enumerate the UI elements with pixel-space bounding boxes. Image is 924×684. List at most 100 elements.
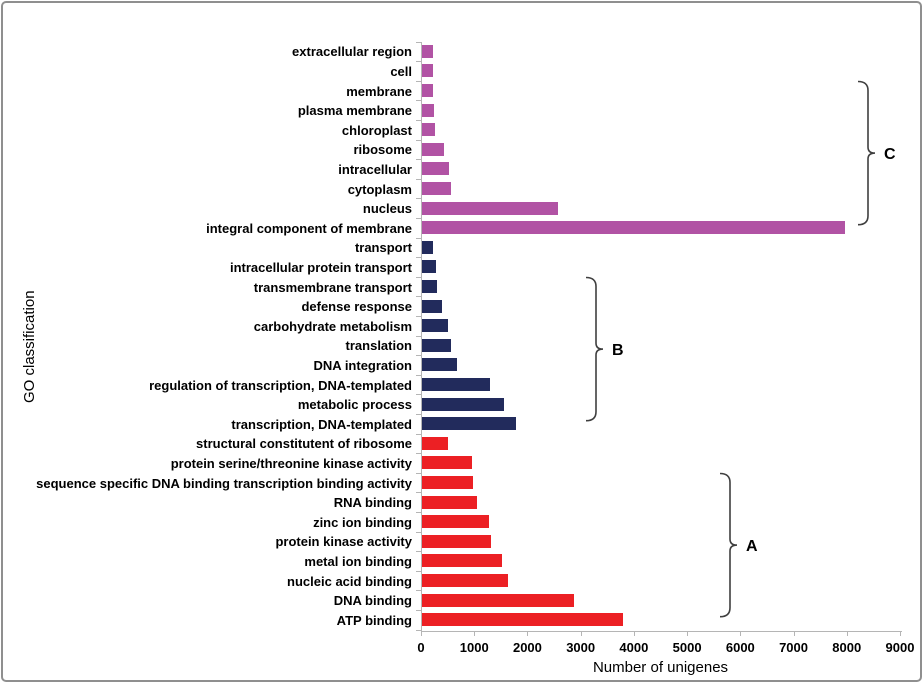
- group-bracket-label: B: [612, 342, 624, 359]
- category-label: transcription, DNA-templated: [231, 416, 412, 432]
- bar: [422, 593, 575, 607]
- y-tick-mark: [416, 570, 421, 572]
- bar: [422, 64, 433, 78]
- bar: [422, 299, 442, 313]
- category-label: metabolic process: [297, 397, 412, 413]
- x-tick-mark: [846, 630, 848, 636]
- y-tick-mark: [416, 551, 421, 553]
- y-tick-mark: [416, 374, 421, 376]
- y-axis-line: [421, 41, 422, 631]
- y-tick-mark: [416, 159, 421, 161]
- category-label: transport: [354, 240, 412, 256]
- category-label: extracellular region: [292, 44, 412, 60]
- category-label: nucleus: [362, 201, 412, 217]
- y-tick-mark: [416, 511, 421, 513]
- bar: [422, 554, 502, 568]
- y-tick-mark: [416, 472, 421, 474]
- x-tick-label: 6000: [725, 639, 755, 655]
- bar: [422, 182, 451, 195]
- bar: [422, 162, 450, 176]
- y-tick-mark: [416, 433, 421, 435]
- y-tick-mark: [416, 590, 421, 592]
- bar: [422, 456, 473, 470]
- category-label: intracellular protein transport: [229, 259, 412, 275]
- bar: [422, 358, 458, 372]
- x-tick-mark: [580, 630, 582, 636]
- y-tick-mark: [416, 41, 421, 43]
- bar: [422, 123, 436, 137]
- y-tick-mark: [416, 61, 421, 63]
- category-label: membrane: [346, 83, 412, 99]
- bar: [422, 397, 505, 411]
- group-bracket: [857, 80, 876, 226]
- category-label: regulation of transcription, DNA-templat…: [149, 377, 412, 393]
- x-tick-label: 9000: [885, 639, 915, 655]
- bar: [422, 476, 474, 489]
- x-tick-mark: [900, 630, 901, 636]
- y-tick-mark: [416, 198, 421, 200]
- bar: [422, 417, 516, 431]
- category-label: cell: [390, 63, 412, 79]
- x-axis-title: Number of unigenes: [592, 658, 729, 676]
- x-tick-label: 2000: [512, 639, 542, 655]
- y-tick-mark: [416, 257, 421, 259]
- category-label: ribosome: [353, 142, 412, 158]
- category-label: cytoplasm: [347, 181, 412, 197]
- category-label: translation: [345, 338, 412, 354]
- bar: [422, 319, 448, 333]
- bar: [422, 44, 433, 58]
- category-label: RNA binding: [333, 495, 412, 511]
- category-label: integral component of membrane: [206, 220, 412, 236]
- bar: [422, 240, 433, 254]
- x-tick-label: 8000: [832, 639, 862, 655]
- y-tick-mark: [416, 80, 421, 82]
- y-tick-mark: [416, 629, 421, 631]
- bar: [422, 142, 444, 156]
- bar: [422, 221, 846, 235]
- y-tick-mark: [416, 531, 421, 533]
- y-tick-mark: [416, 119, 421, 121]
- category-label: sequence specific DNA binding transcript…: [36, 475, 412, 491]
- bar: [422, 534, 492, 548]
- x-tick-label: 5000: [672, 639, 702, 655]
- x-tick-label: 1000: [459, 639, 489, 655]
- x-tick-label: 3000: [566, 639, 596, 655]
- category-label: protein serine/threonine kinase activity: [170, 455, 412, 471]
- bar: [422, 338, 452, 352]
- category-label: DNA binding: [333, 593, 412, 609]
- category-label: ATP binding: [336, 612, 412, 628]
- category-label: DNA integration: [313, 357, 412, 373]
- y-tick-mark: [416, 315, 421, 317]
- category-label: defense response: [301, 299, 412, 315]
- x-tick-label: 0: [417, 639, 425, 655]
- category-label: structural constitutent of ribosome: [196, 436, 412, 452]
- category-label: intracellular: [338, 161, 412, 177]
- category-label: protein kinase activity: [275, 534, 412, 550]
- bar: [422, 260, 436, 274]
- y-axis-title: GO classification: [21, 290, 38, 403]
- category-label: carbohydrate metabolism: [253, 318, 412, 334]
- category-label: chloroplast: [341, 122, 412, 138]
- category-label: metal ion binding: [304, 553, 412, 569]
- y-tick-mark: [416, 217, 421, 219]
- group-bracket: [719, 472, 738, 618]
- bar: [422, 103, 435, 117]
- bar: [422, 378, 491, 391]
- y-tick-mark: [416, 413, 421, 415]
- category-label: transmembrane transport: [253, 279, 412, 295]
- y-tick-mark: [416, 492, 421, 494]
- x-tick-mark: [527, 630, 529, 636]
- x-axis-line: [421, 630, 902, 632]
- y-tick-mark: [416, 276, 421, 278]
- group-bracket: [585, 276, 604, 422]
- category-label: zinc ion binding: [313, 514, 412, 530]
- x-tick-mark: [421, 630, 422, 636]
- x-tick-label: 7000: [779, 639, 808, 655]
- bar: [422, 201, 558, 215]
- bar: [422, 280, 437, 293]
- y-tick-mark: [416, 237, 421, 239]
- group-bracket-label: A: [746, 538, 758, 555]
- bar: [422, 84, 434, 97]
- bar: [422, 574, 509, 587]
- x-tick-label: 4000: [619, 639, 649, 655]
